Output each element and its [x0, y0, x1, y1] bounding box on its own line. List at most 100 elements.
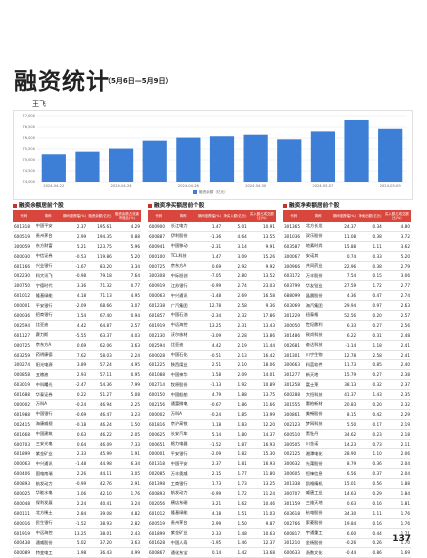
table-cell: 2.10 [222, 359, 248, 371]
table-cell: 2.92 [222, 261, 248, 272]
table-cell: 2.80 [222, 270, 248, 282]
table-cell: 38.93 [87, 518, 113, 529]
table-cell: 2.79 [382, 261, 411, 272]
table-cell: 601988 [13, 409, 35, 420]
table-cell: 1.98 [61, 547, 88, 558]
column-header: 融资余额(亿元) [87, 210, 113, 222]
y-tick-label: 74,000 [22, 180, 35, 184]
table-cell: 6.34 [112, 458, 141, 470]
table-cell: 索菱股份 [304, 518, 332, 529]
table-cell: 0.23 [357, 429, 383, 440]
table-cell: 1.76 [382, 518, 411, 529]
table-cell: 2.24 [112, 350, 141, 361]
column-header: 期间涨跌幅(%) [331, 210, 358, 222]
table-cell: 长安汽车 [169, 429, 197, 440]
table-cell: 沃尔核材 [169, 330, 197, 341]
table-cell: 71.13 [87, 290, 113, 302]
title-marker [13, 204, 17, 208]
table-cell: 002714 [148, 379, 170, 391]
table-row: 301277 新天地 15.79 0.27 2.38 [283, 369, 411, 381]
table-cell: 301036 [283, 231, 305, 242]
table-cell: 大恒科技 [304, 389, 332, 401]
column-header: 期间涨跌幅(%) [61, 210, 88, 222]
table-cell: 2.99 [196, 518, 223, 529]
table-cell: 1.73 [222, 478, 248, 490]
table-cell: 601899 [13, 448, 35, 460]
table-cell: 2.38 [382, 369, 411, 381]
table-row: 301555 惠柏新材 20.83 0.20 2.32 [283, 399, 411, 410]
table-cell: 比亚迪 [34, 320, 62, 331]
table-cell: 0.69 [196, 261, 223, 272]
table-row: 300274 阳光电源 3.89 57.24 4.95 [13, 359, 141, 371]
table-cell: 0.44 [357, 528, 383, 539]
table-cell: 隆基绿能 [34, 290, 62, 302]
table-cell: 57.11 [87, 369, 113, 381]
table-cell: 中国银行 [34, 409, 62, 420]
table-cell: 18.06 [247, 359, 276, 371]
table-cell: 浙数文化 [304, 547, 332, 558]
table-cell: 2.74 [382, 290, 411, 302]
table-section: 融资净卖额居前个股 代码 简称 期间涨跌幅(%) 净卖出额(亿元) 买入额占成交额比(%)… [283, 202, 411, 558]
table-cell: 27.59 [331, 280, 358, 292]
table-cell: 600028 [148, 350, 170, 361]
table-cell: 9.36 [247, 300, 276, 312]
table-row: 601127 赛力斯 -5.55 63.37 4.03 [13, 330, 141, 341]
table-cell: 13.68 [247, 547, 276, 558]
table-cell: 致尚科技 [304, 330, 332, 341]
table-cell: 603618 [283, 508, 305, 519]
table-cell: 2.11 [382, 439, 411, 450]
table-row: 600016 民生银行 -1.52 38.93 2.82 [13, 518, 141, 529]
table-cell: 1.62 [222, 498, 248, 509]
table-cell: 5.96 [112, 241, 141, 252]
table-cell: 123.75 [87, 241, 113, 252]
table-row: 603259 药明康德 7.62 58.03 2.24 [13, 350, 141, 361]
table-row: 601012 隆基绿能 4.18 1.51 11.03 [148, 508, 276, 519]
table-cell: 4.82 [112, 508, 141, 519]
table-row: 301338 凯格精机 15.01 0.56 1.88 [283, 478, 411, 490]
table-cell: 0.27 [357, 369, 383, 381]
table-row: 000725 京东方A 0.69 2.92 9.92 [148, 261, 276, 272]
column-header: 期间涨跌幅(%) [196, 210, 223, 222]
table-cell: 79.18 [87, 270, 113, 282]
table-cell: 2.58 [222, 300, 248, 312]
table-cell: 中国平安 [169, 458, 197, 470]
table-cell: 37.20 [87, 538, 113, 549]
page-number: 137 [392, 534, 411, 544]
table-cell: 600817 [283, 528, 305, 539]
table-cell: 600519 [13, 231, 35, 242]
data-table: 代码 简称 期间涨跌幅(%) 净卖出额(亿元) 买入额占成交额比(%) 301365 北方长… [283, 210, 411, 558]
table-cell: -0.99 [196, 280, 223, 292]
table-row: 601088 中国神华 1.58 2.09 14.01 [148, 369, 276, 381]
table-cell: 300861 [283, 409, 305, 420]
table-cell: 300605 [283, 468, 305, 480]
table-cell: 3.62 [382, 241, 411, 252]
table-cell: 1.83 [222, 419, 248, 430]
table-cell: 2.99 [61, 231, 88, 242]
table-cell: 34.62 [331, 429, 358, 440]
table-cell: 301159 [283, 498, 305, 509]
table-cell: 7.64 [112, 270, 141, 282]
table-cell: 15.26 [247, 251, 276, 262]
table-cell: 000063 [148, 290, 170, 302]
table-cell: 0.63 [331, 498, 358, 509]
table-cell: 1.69 [382, 547, 411, 558]
table-cell: 北方长龙 [304, 222, 332, 232]
table-cell: -2.31 [196, 241, 223, 252]
table-cell: 1.71 [382, 528, 411, 539]
table-cell: 华泰证券 [34, 389, 62, 401]
table-cell: 002123 [283, 419, 305, 430]
table-cell: 五粮液 [34, 369, 62, 381]
table-cell: 药明康德 [34, 350, 62, 361]
table-row: 300861 美畅股份 8.15 0.42 2.29 [283, 409, 411, 420]
table-cell: 300308 [148, 270, 170, 282]
title-marker [283, 204, 287, 208]
table-cell: 1.84 [382, 488, 411, 499]
table-cell: 15.79 [331, 369, 358, 381]
table-cell: 2.57 [382, 310, 411, 321]
table-cell: 三维天地 [304, 498, 332, 509]
table-cell: 富士莱 [304, 379, 332, 391]
table-row: 601668 中国建筑 0.63 46.22 2.05 [13, 429, 141, 440]
y-tick-label: 74,500 [22, 169, 35, 173]
table-cell: 603019 [13, 379, 35, 391]
table-row: 603587 地素时尚 15.88 1.11 3.62 [283, 241, 411, 252]
